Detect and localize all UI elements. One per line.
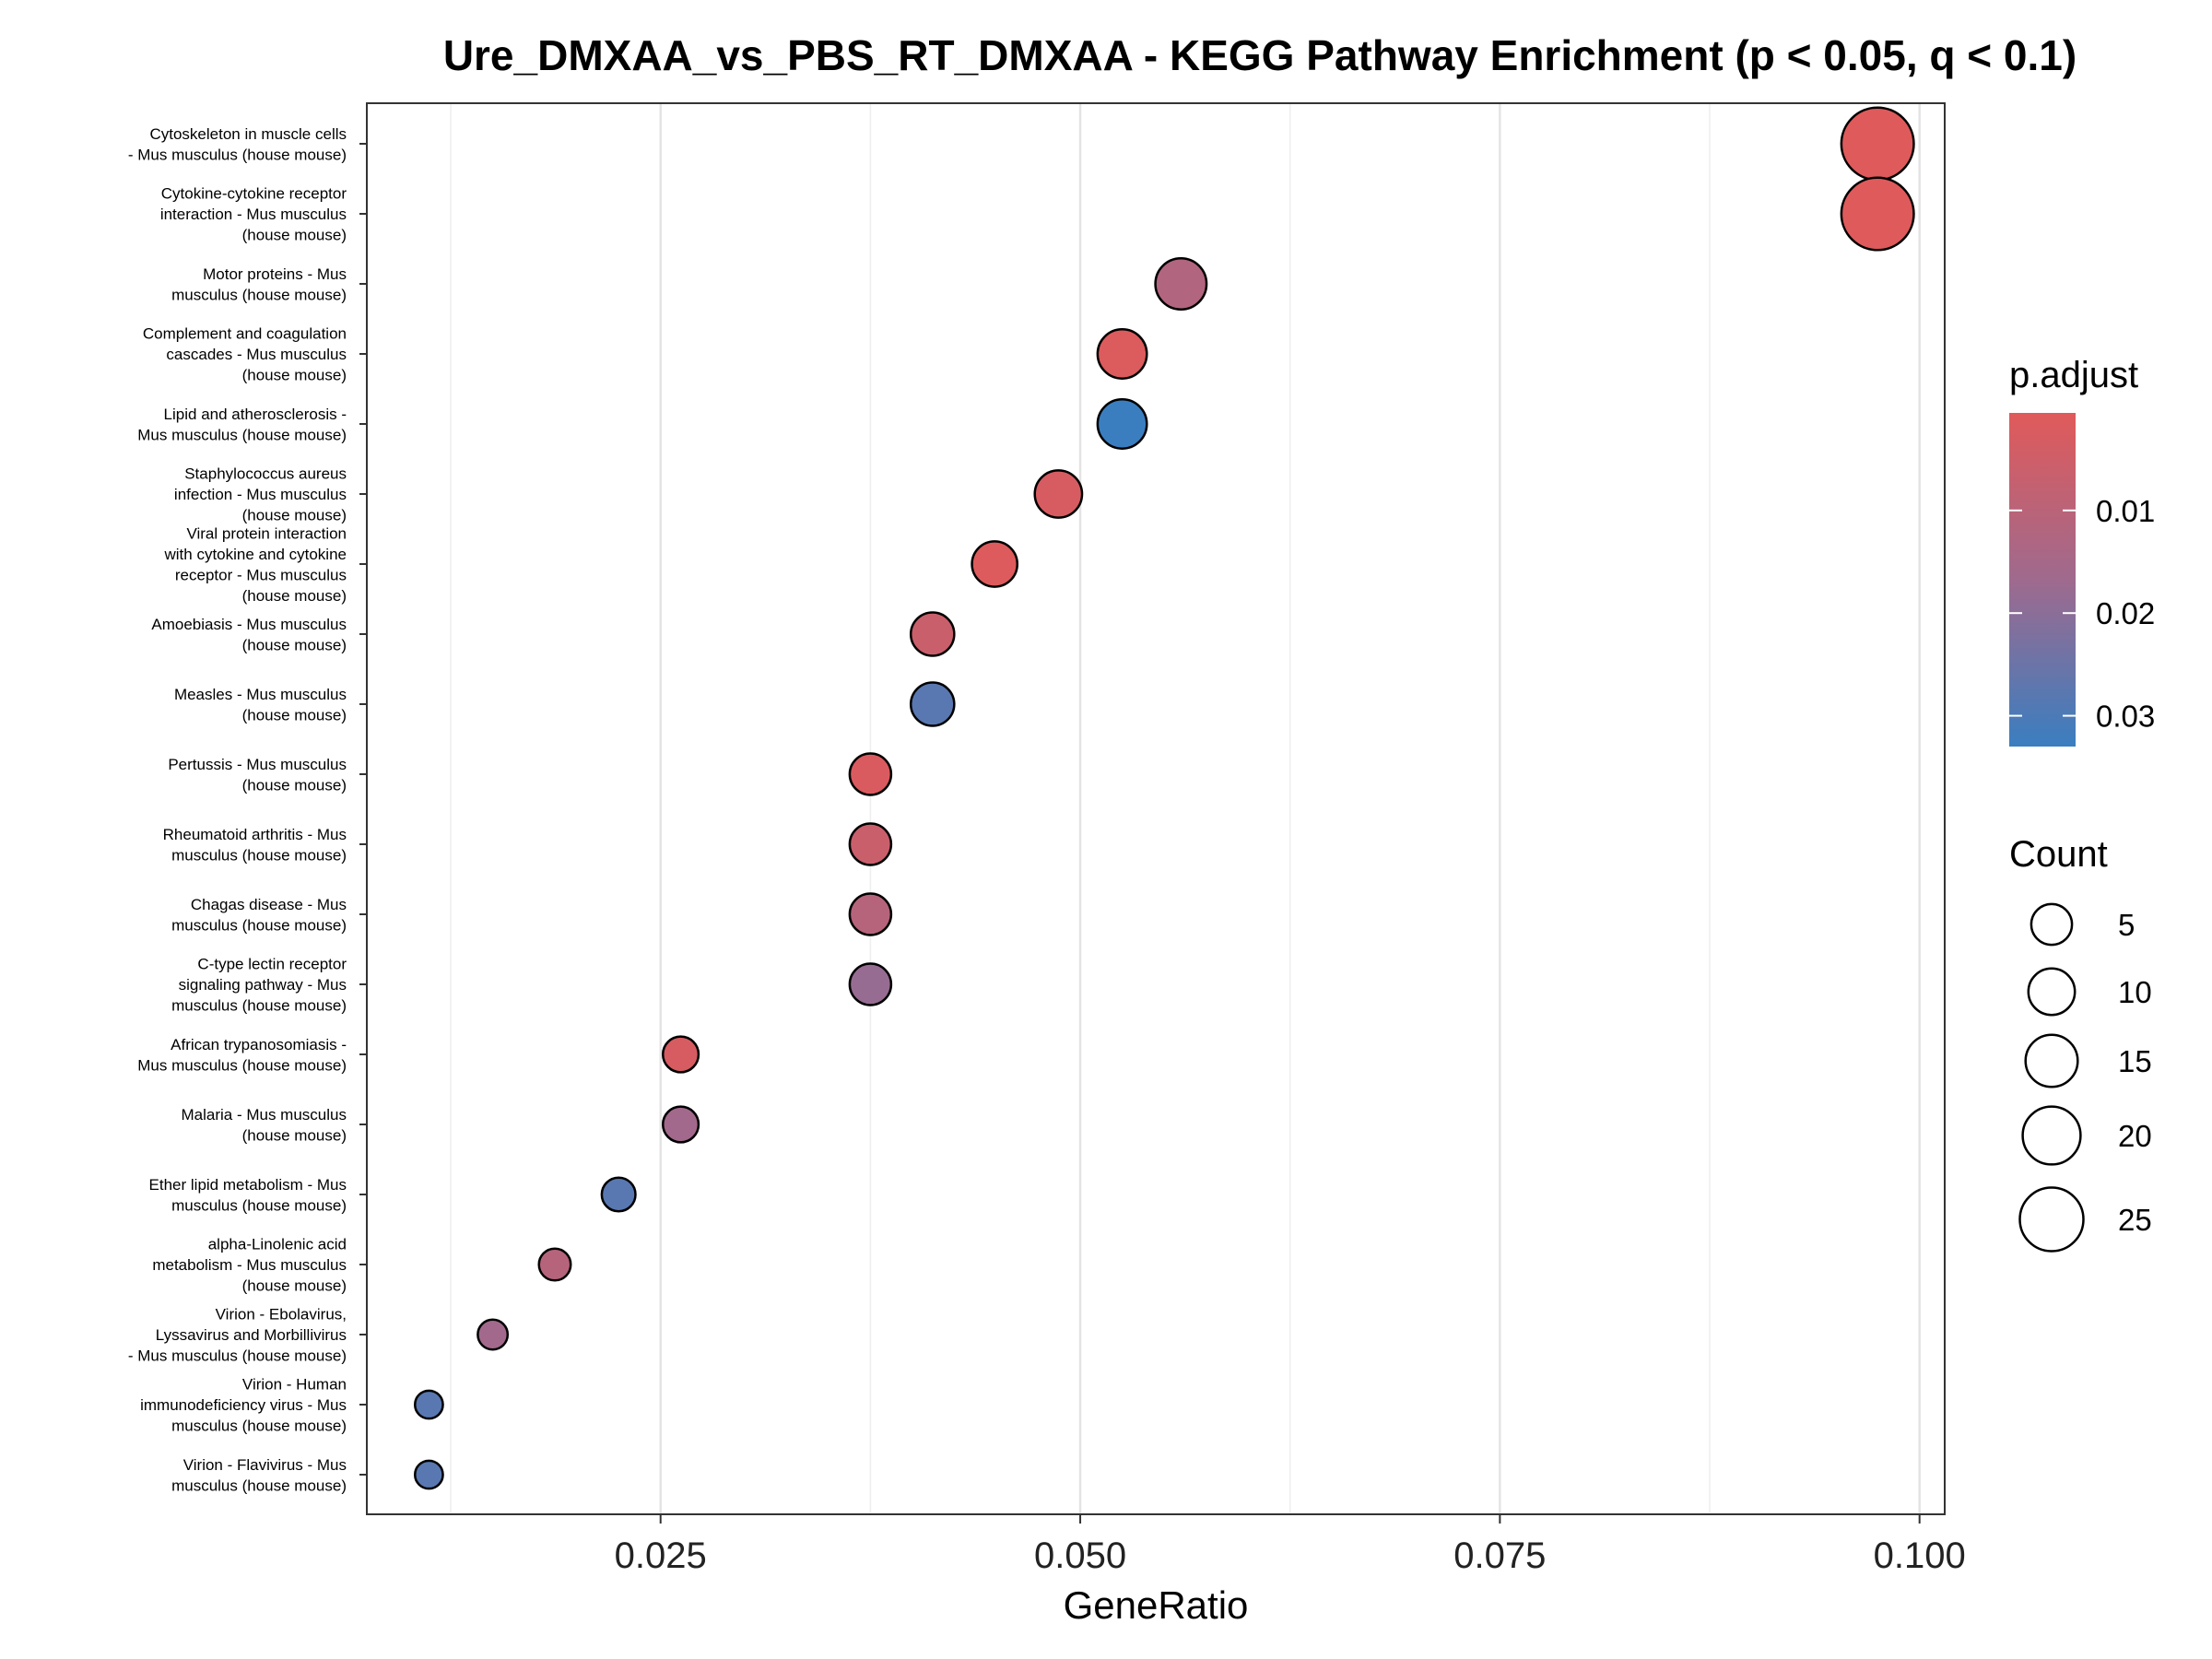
y-tick-label: Rheumatoid arthritis - Mus musculus (hous… xyxy=(163,826,347,865)
y-tick-label: Virion - Flavivirus - Mus musculus (house… xyxy=(171,1456,347,1495)
y-tick-label: Complement and coagulation cascades - Mus… xyxy=(143,325,347,384)
size-legend-label: 10 xyxy=(2118,975,2152,1009)
color-legend: p.adjust 0.01 0.02 0.03 xyxy=(2009,355,2155,747)
x-axis-title: GeneRatio xyxy=(1064,1583,1249,1627)
data-point xyxy=(848,892,893,936)
data-point xyxy=(848,822,893,866)
y-tick-label: Virion - Ebolavirus, Lyssavirus and Morbi… xyxy=(128,1306,347,1365)
y-tick-label: Motor proteins - Mus musculus (house mous… xyxy=(171,265,347,304)
x-tick-label: 0.100 xyxy=(1874,1535,1966,1576)
data-point xyxy=(909,611,956,657)
y-tick-label: Amoebiasis - Mus musculus (house mouse) xyxy=(151,616,347,654)
y-tick-label: Malaria - Mus musculus (house mouse) xyxy=(182,1106,347,1145)
size-legend-label: 5 xyxy=(2118,908,2135,942)
plot-panel-border xyxy=(366,102,1946,1515)
size-legend-title: Count xyxy=(2009,834,2108,875)
data-point xyxy=(971,540,1019,588)
data-point xyxy=(661,1035,700,1074)
data-point xyxy=(1840,106,1915,182)
data-point xyxy=(413,1459,444,1490)
y-tick-label: Lipid and atherosclerosis -Mus musculus … xyxy=(137,406,347,444)
color-legend-label: 0.02 xyxy=(2096,596,2155,630)
data-point xyxy=(600,1176,637,1213)
x-axis: 0.025 0.050 0.075 0.100 xyxy=(615,1514,1966,1576)
x-tick-label: 0.025 xyxy=(615,1535,707,1576)
size-legend-circle xyxy=(2030,902,2074,947)
data-point xyxy=(1096,328,1148,380)
y-tick-label: Chagas disease - Mus musculus (house mous… xyxy=(171,896,347,935)
y-tick-label: Pertussis - Mus musculus (house mouse) xyxy=(168,756,347,794)
x-tick-label: 0.050 xyxy=(1034,1535,1126,1576)
data-point xyxy=(909,681,956,727)
data-points xyxy=(413,106,1915,1490)
data-point xyxy=(1096,398,1148,450)
size-legend: Count 5 10 15 20 25 xyxy=(2009,834,2152,1253)
size-legend-label: 20 xyxy=(2118,1119,2152,1153)
x-tick-label: 0.075 xyxy=(1453,1535,1546,1576)
size-legend-label: 15 xyxy=(2118,1044,2152,1078)
y-tick-label: Measles - Mus musculus (house mouse) xyxy=(174,686,347,724)
y-axis-labels: Cytoskeleton in muscle cells - Mus muscul… xyxy=(128,125,367,1495)
color-legend-bar xyxy=(2009,413,2076,747)
size-legend-label: 25 xyxy=(2118,1203,2152,1237)
data-point xyxy=(413,1389,444,1420)
size-legend-circle xyxy=(2018,1186,2085,1253)
size-legend-items: 5 10 15 20 25 xyxy=(2018,902,2152,1253)
y-tick-label: alpha-Linolenic acid metabolism - Mus mus… xyxy=(152,1236,347,1295)
data-point xyxy=(1840,176,1915,252)
y-tick-label: Virion - Human immunodeficiency virus - M… xyxy=(140,1376,347,1435)
color-legend-label: 0.03 xyxy=(2096,700,2155,734)
y-tick-label: Cytoskeleton in muscle cells - Mus muscul… xyxy=(128,125,347,164)
color-legend-ticks: 0.01 0.02 0.03 xyxy=(2009,494,2155,734)
y-tick-label: African trypanosomiasis -Mus musculus (h… xyxy=(137,1036,347,1075)
y-tick-label: Ether lipid metabolism - Mus musculus (ho… xyxy=(149,1176,347,1215)
chart-title: Ure_DMXAA_vs_PBS_RT_DMXAA - KEGG Pathway… xyxy=(443,31,2077,79)
gridlines xyxy=(450,103,1921,1514)
data-point xyxy=(848,752,893,796)
color-legend-title: p.adjust xyxy=(2009,355,2138,395)
y-tick-label: Staphylococcus aureus infection - Mus mus… xyxy=(174,465,347,524)
data-point xyxy=(1154,257,1208,311)
data-point xyxy=(477,1318,510,1351)
size-legend-circle xyxy=(2021,1105,2082,1166)
data-point xyxy=(537,1247,572,1282)
y-tick-label: C-type lectin receptor signaling pathway … xyxy=(171,956,347,1015)
size-legend-circle xyxy=(2027,967,2077,1017)
size-legend-circle xyxy=(2024,1033,2079,1088)
data-point xyxy=(848,962,893,1006)
y-tick-label: Viral protein interaction with cytokine a… xyxy=(164,524,347,605)
y-tick-label: Cytokine-cytokine receptor interaction - … xyxy=(160,185,347,244)
data-point xyxy=(661,1105,700,1144)
data-point xyxy=(1033,469,1084,519)
color-legend-label: 0.01 xyxy=(2096,494,2155,528)
